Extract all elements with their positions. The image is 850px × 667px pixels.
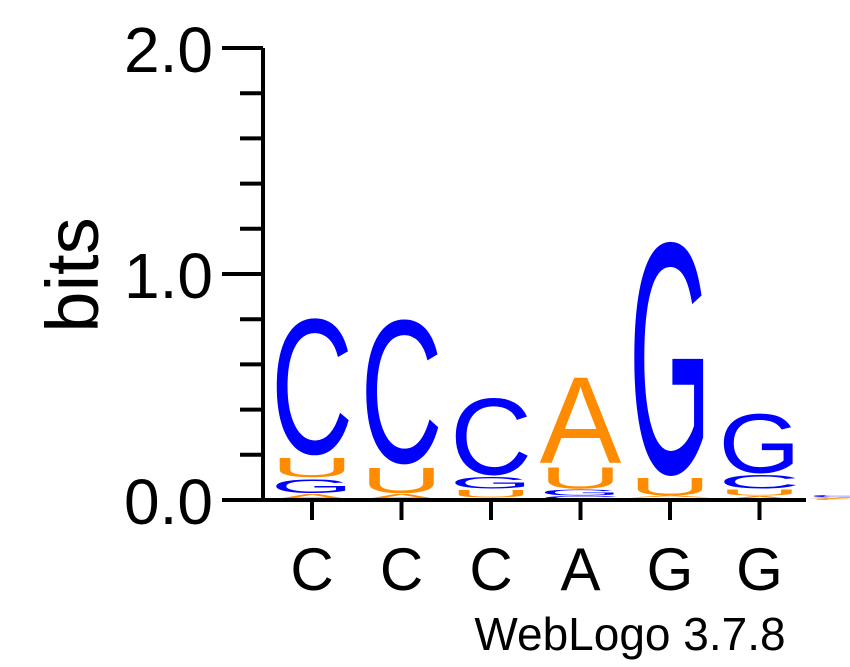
glyph-G-pos1: G [271,475,353,497]
glyph-G-pos7: G [808,496,850,498]
glyph-C-pos2: C [361,278,443,507]
glyph-A-pos5: A [629,495,711,498]
x-tick-label: C [380,536,423,603]
glyph-U-pos7: U [808,499,850,501]
glyph-U-pos2: U [361,460,443,501]
glyph-A-pos2: A [361,492,443,501]
glyph-A-pos1: A [271,492,353,501]
y-tick-label: 1.0 [124,240,213,312]
glyph-U-pos5: U [629,473,711,501]
glyph-C-pos6: C [718,471,800,493]
glyph-G-pos6: G [719,397,801,490]
glyph-G-pos5: G [629,175,711,544]
y-tick-label: 0.0 [124,466,213,538]
glyph-U-pos4: U [540,461,622,495]
y-tick-label: 2.0 [124,14,213,86]
credit-text: WebLogo 3.7.8 [474,608,785,660]
glyph-U-pos6: U [719,488,801,497]
x-tick-label: C [290,536,333,603]
glyph-G-pos3: G [450,473,532,492]
glyph-C-pos1: C [271,278,353,495]
glyph-C-pos7: C [808,495,850,497]
glyph-A-pos4: A [540,353,622,491]
x-tick-label: A [560,536,600,603]
x-tick-label: C [469,536,512,603]
glyph-U-pos1: U [271,452,353,484]
glyph-U-pos3: U [450,488,532,501]
logo-glyph-stacks: AGUCAUCAUGCCGUACAUGAUCGUAGC [271,175,850,544]
x-tick-label: G [647,536,694,603]
x-tick-label: G [736,536,783,603]
glyph-G-pos4: G [540,488,622,497]
y-axis: 0.0 1.0 2.0 [124,14,265,538]
y-axis-label: bits [31,217,114,332]
glyph-C-pos3: C [450,375,532,498]
glyph-A-pos7: A [808,498,850,500]
